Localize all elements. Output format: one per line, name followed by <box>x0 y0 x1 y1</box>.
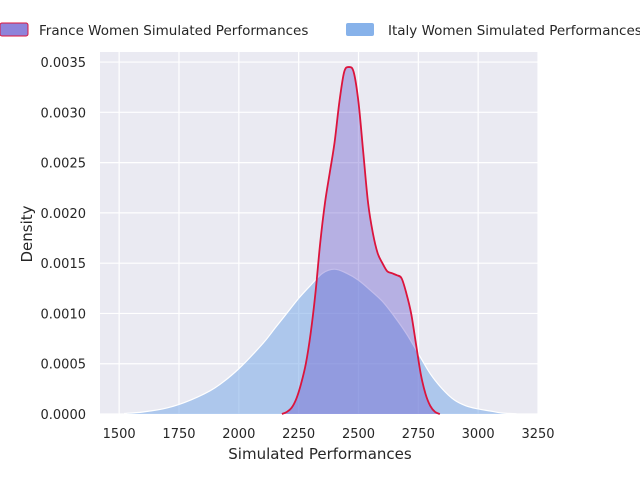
density-areas <box>123 66 517 415</box>
x-tick-label: 2500 <box>342 427 375 442</box>
y-tick-label: 0.0035 <box>41 56 87 71</box>
legend: France Women Simulated Performances Ital… <box>0 22 640 39</box>
x-tick-label: 2000 <box>222 427 255 442</box>
y-tick-label: 0.0020 <box>41 207 87 222</box>
legend-swatch-italy <box>346 23 374 36</box>
y-tick-label: 0.0010 <box>41 307 87 322</box>
y-tick-label: 0.0000 <box>41 408 87 423</box>
legend-swatch-france <box>0 22 29 37</box>
density-curve-italy <box>123 268 517 415</box>
y-axis-title: Density <box>18 205 36 262</box>
x-tick-label: 3000 <box>462 427 495 442</box>
x-tick-label: 2250 <box>282 427 315 442</box>
y-tick-label: 0.0025 <box>41 157 87 172</box>
y-axis: 0.0000 0.0005 0.0010 0.0015 0.0020 0.0025 0.00… <box>41 56 87 423</box>
y-tick-label: 0.0030 <box>41 106 87 121</box>
x-tick-label: 3250 <box>521 427 554 442</box>
legend-label-france: France Women Simulated Performances <box>39 23 308 39</box>
legend-label-italy: Italy Women Simulated Performances <box>388 23 640 39</box>
x-tick-label: 2750 <box>402 427 435 442</box>
x-axis: 1500 1750 2000 2250 2500 2750 3000 3250 <box>103 427 555 442</box>
y-tick-label: 0.0015 <box>41 257 87 272</box>
x-axis-title: Simulated Performances <box>228 445 412 463</box>
x-tick-label: 1500 <box>103 427 136 442</box>
area-fill-france <box>281 67 440 415</box>
x-tick-label: 1750 <box>162 427 195 442</box>
area-fill-italy <box>123 269 517 414</box>
density-curve-france <box>281 66 441 415</box>
y-tick-label: 0.0005 <box>41 358 87 373</box>
